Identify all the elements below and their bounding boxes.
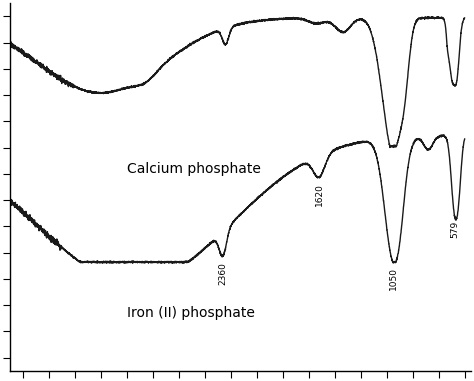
Text: 579: 579 xyxy=(450,221,459,238)
Text: Calcium phosphate: Calcium phosphate xyxy=(127,162,261,176)
Text: 1050: 1050 xyxy=(389,267,398,290)
Text: 1620: 1620 xyxy=(315,183,324,206)
Text: Iron (II) phosphate: Iron (II) phosphate xyxy=(127,306,255,320)
Text: 2360: 2360 xyxy=(219,262,228,285)
